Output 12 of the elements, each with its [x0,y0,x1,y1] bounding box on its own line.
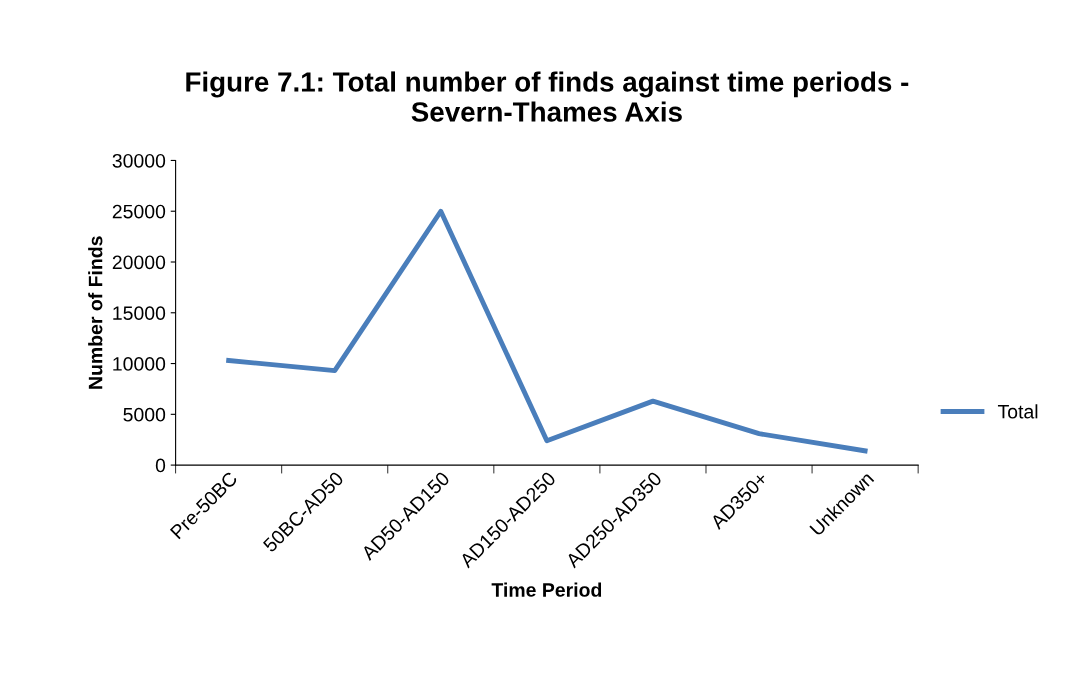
chart-title: Figure 7.1: Total number of finds against time periods - Severn-Thames Axis [186,71,909,122]
y-tick-label: 0 [155,458,166,473]
y-tick-label: 20000 [112,255,166,270]
y-tick-label: 5000 [123,407,166,422]
x-axis-title: Time Period [491,582,602,597]
legend-label: Total [997,404,1038,419]
y-tick-label: 10000 [113,357,166,371]
y-axis-title: Number of Finds [88,236,103,389]
y-tick-label: 30000 [112,153,166,168]
y-tick-label: 25000 [112,204,166,219]
line-series [226,208,868,454]
y-tick-label: 15000 [113,306,166,321]
